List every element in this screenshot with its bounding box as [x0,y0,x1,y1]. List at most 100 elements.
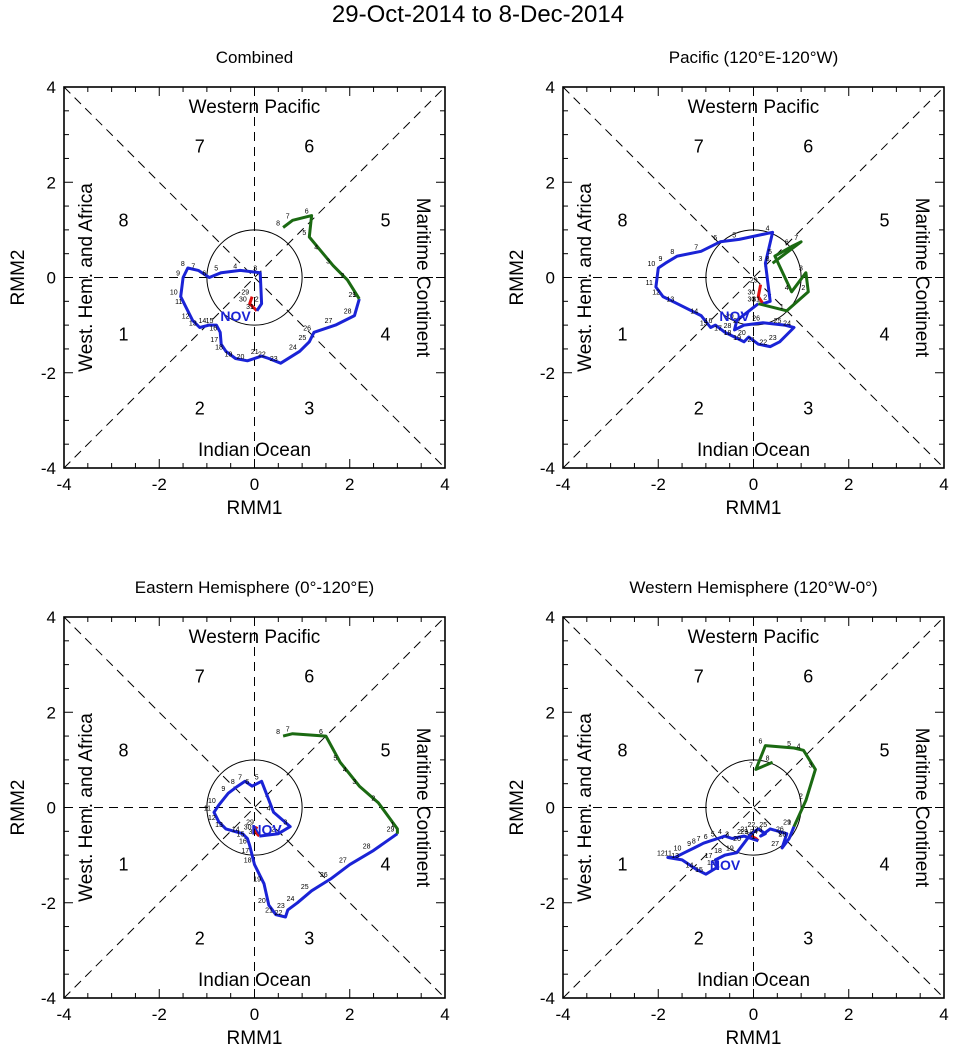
series-line-dec [754,744,817,828]
x-tick-label: -2 [152,1005,167,1024]
x-tick-label: 0 [749,475,758,494]
y-axis-label: RMM2 [8,780,29,836]
day-label: 25 [759,822,767,829]
x-tick-label: -4 [555,1005,570,1024]
day-label: 19 [253,877,261,884]
phase-1-label: 1 [119,855,129,875]
day-label: 7 [794,235,798,242]
day-label: 6 [319,729,323,736]
day-label: 29 [348,292,356,299]
series-line-nov [212,779,399,919]
day-label: 13 [667,297,675,304]
phase-2-label: 2 [195,398,205,418]
phase-4-label: 4 [879,325,889,345]
month-label-nov: NOV [220,308,251,324]
day-label: 19 [733,335,741,342]
day-label: 20 [733,836,741,843]
day-label: 20 [258,898,266,905]
day-label: 23 [769,335,777,342]
label-maritime-continent: Maritime Continent [412,728,433,888]
x-axis-label: RMM1 [726,498,782,519]
day-label: 7 [749,762,753,769]
day-label: 24 [289,344,297,351]
series-line-oct [248,296,258,312]
day-label: 18 [215,344,223,351]
day-label: 4 [766,225,770,232]
phase-2-label: 2 [694,398,704,418]
phase-5-label: 5 [380,210,390,230]
day-label: 1 [250,304,254,311]
day-label: 11 [665,851,672,858]
day-label: 2 [340,273,344,280]
y-tick-label: -2 [540,364,555,383]
day-label: 13 [189,321,197,328]
y-tick-label: 2 [546,703,555,722]
day-label: 26 [303,325,311,332]
x-tick-label: 4 [939,475,948,494]
day-label: 11 [175,299,182,306]
day-label: 15 [237,831,245,838]
label-indian-ocean: Indian Ocean [198,440,311,461]
y-tick-label: 4 [546,78,555,97]
day-label: 30 [747,290,755,297]
x-tick-label: -2 [651,475,666,494]
day-label: 17 [210,337,218,344]
day-label: 8 [276,220,280,227]
day-label: 6 [785,240,789,247]
y-tick-label: 2 [546,173,555,192]
panel-eastern-hemisphere: Eastern Hemisphere (0°-120°E) Western Pac… [8,578,450,1049]
day-label: 21 [251,349,259,356]
phase-3-label: 3 [304,398,314,418]
day-label: 24 [287,896,295,903]
day-label: 29 [783,820,791,827]
unit-circle [206,759,303,856]
day-label: 28 [724,323,732,330]
day-label: 14 [686,862,694,869]
day-label: 1 [390,822,394,829]
day-label: 10 [674,846,682,853]
day-label: 4 [267,805,271,812]
day-label: 2 [763,294,767,301]
y-tick-label: -4 [41,989,56,1008]
day-label: 3 [799,266,803,273]
day-label: 7 [286,213,290,220]
day-label: 20 [237,354,245,361]
label-west-hem-africa: West. Hem. and Africa [76,183,97,372]
x-tick-label: 0 [250,475,259,494]
day-label: 9 [221,786,225,793]
day-label: 16 [209,325,217,332]
day-label: 24 [783,321,791,328]
day-label: 14 [690,309,698,316]
day-label: 25 [301,884,309,891]
day-label: 9 [687,841,691,848]
x-tick-label: 2 [345,475,354,494]
day-label: 12 [208,815,216,822]
day-label: 9 [176,271,180,278]
phase-2-label: 2 [195,928,205,948]
day-label: 7 [191,263,195,270]
label-west-hem-africa: West. Hem. and Africa [76,713,97,902]
label-maritime-continent: Maritime Continent [911,198,932,358]
phase-1-label: 1 [618,325,628,345]
day-label: 8 [670,249,674,256]
day-label: 23 [277,903,285,910]
series-line-oct [756,284,765,305]
label-indian-ocean: Indian Ocean [697,970,810,991]
phase-8-label: 8 [119,210,129,230]
day-label: 17 [241,848,249,855]
series-line-oct [253,825,261,838]
day-label: 8 [181,261,185,268]
day-label: 26 [320,872,328,879]
label-western-pacific: Western Pacific [189,97,321,118]
y-tick-label: -4 [540,989,555,1008]
panel-western-hemisphere: Western Hemisphere (120°W-0°) Western Pac… [507,578,949,1049]
day-label: 2 [737,829,741,836]
day-label: 5 [768,249,772,256]
phase-8-label: 8 [119,740,129,760]
day-label: 16 [239,839,247,846]
day-label: 5 [333,755,337,762]
day-label: 6 [245,779,249,786]
day-label: 22 [275,910,283,917]
y-tick-label: -2 [41,364,56,383]
x-tick-label: -4 [56,1005,71,1024]
